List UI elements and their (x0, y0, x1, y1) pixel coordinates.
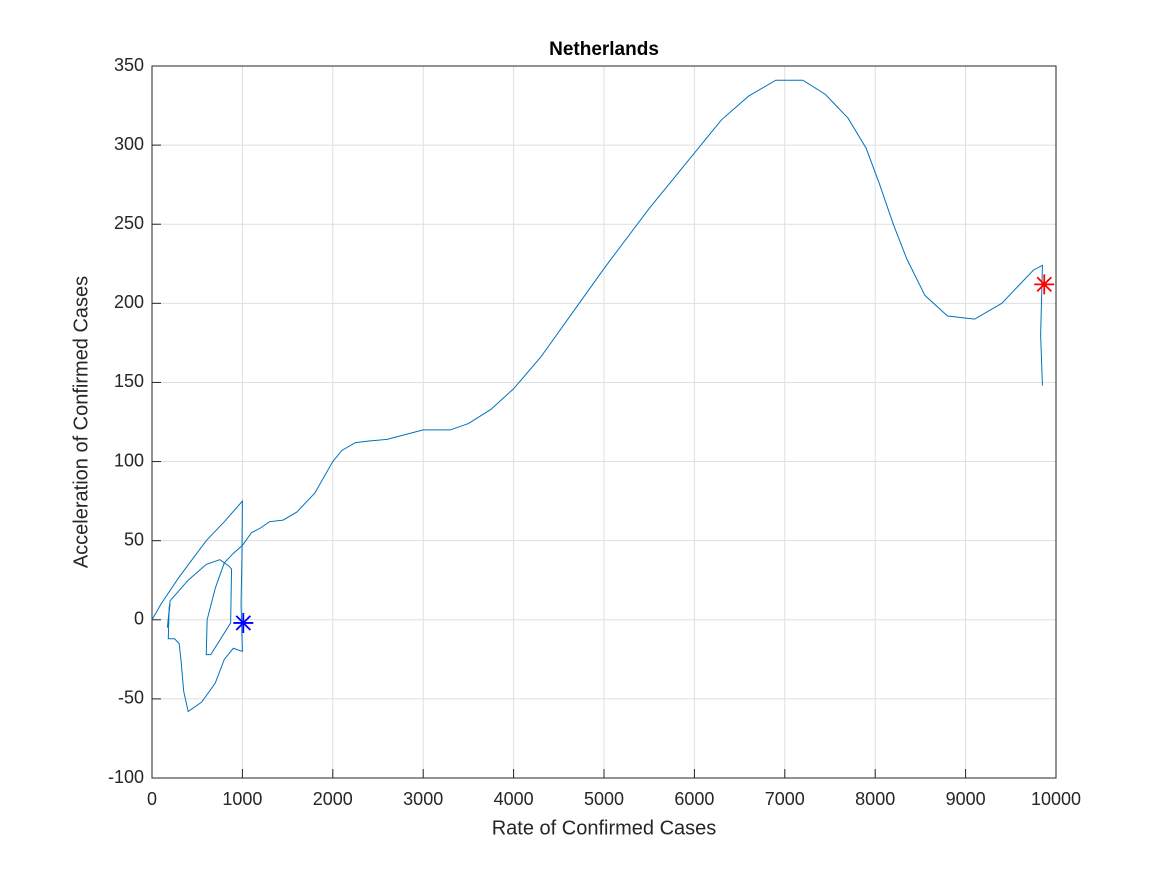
y-tick-label: 300 (114, 134, 144, 154)
y-tick-label: 200 (114, 292, 144, 312)
x-tick-label: 5000 (584, 789, 624, 809)
x-tick-label: 2000 (313, 789, 353, 809)
plot-frame (151, 65, 1057, 779)
y-tick-label: -50 (118, 688, 144, 708)
x-tick-label: 10000 (1031, 789, 1081, 809)
x-tick-label: 3000 (403, 789, 443, 809)
x-tick-label: 0 (147, 789, 157, 809)
y-tick-label: 0 (134, 609, 144, 629)
x-tick-label: 7000 (765, 789, 805, 809)
y-tick-label: -100 (108, 767, 144, 787)
x-tick-label: 6000 (674, 789, 714, 809)
x-axis-label: Rate of Confirmed Cases (492, 817, 717, 839)
asterisk-marker (233, 612, 254, 633)
y-tick-label: 250 (114, 213, 144, 233)
x-tick-label: 9000 (946, 789, 986, 809)
y-tick-label: 350 (114, 55, 144, 75)
x-tick-label: 1000 (222, 789, 262, 809)
x-tick-label: 8000 (855, 789, 895, 809)
y-tick-label: 50 (124, 529, 144, 549)
data-line (151, 79, 1043, 713)
asterisk-marker (1034, 274, 1055, 295)
y-tick-label: 100 (114, 450, 144, 470)
y-axis-label: Acceleration of Confirmed Cases (70, 276, 92, 568)
y-tick-label: 150 (114, 371, 144, 391)
chart-title: Netherlands (549, 39, 659, 60)
x-tick-label: 4000 (494, 789, 534, 809)
